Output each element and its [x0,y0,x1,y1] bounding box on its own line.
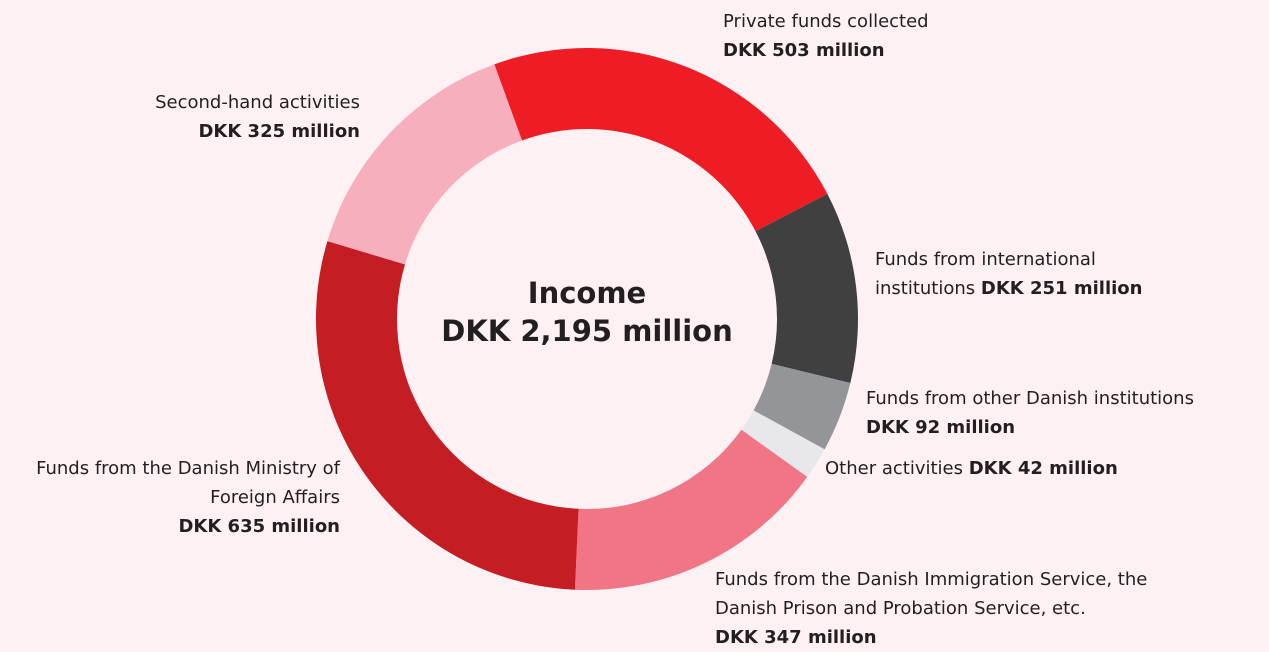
donut-segment [755,193,859,384]
value-label: DKK 347 million [715,627,877,648]
slice-label: Funds from other Danish institutions DKK… [866,384,1266,442]
value-label: DKK 42 million [968,458,1118,479]
donut-segment [494,47,828,232]
donut-segment [574,429,808,590]
category-name: Funds from the Danish Ministry of Foreig… [36,458,340,508]
value-label: DKK 92 million [866,417,1016,438]
slice-label: Second-hand activities DKK 325 million [0,88,360,146]
slice-label: Funds from international institutions DK… [875,245,1175,303]
slice-label: Funds from the Danish Ministry of Foreig… [0,454,340,541]
donut-segment [316,241,579,590]
category-name: Other activities [825,458,963,479]
category-name: Private funds collected [723,11,929,32]
value-label: DKK 325 million [198,121,360,142]
total-label: DKK 2,195 million [441,314,733,348]
value-label: DKK 251 million [980,278,1143,299]
category-name: Funds from the Danish Immigration Servic… [715,569,1148,619]
slice-label: Private funds collected DKK 503 million [723,7,1123,65]
slice-label: Other activities DKK 42 million [825,454,1225,483]
category-name: Funds from other Danish institutions [866,388,1194,409]
category-name: Second-hand activities [155,92,360,113]
chart-title: Income [527,276,647,310]
donut-segment [327,64,523,265]
center-label: Income DKK 2,195 million [387,274,787,350]
category-name: Funds from international institutions [875,249,1096,299]
donut-segment [753,363,851,450]
value-label: DKK 635 million [178,516,340,537]
slice-label: Funds from the Danish Immigration Servic… [715,565,1193,652]
value-label: DKK 503 million [723,40,885,61]
donut-segment [741,410,825,477]
